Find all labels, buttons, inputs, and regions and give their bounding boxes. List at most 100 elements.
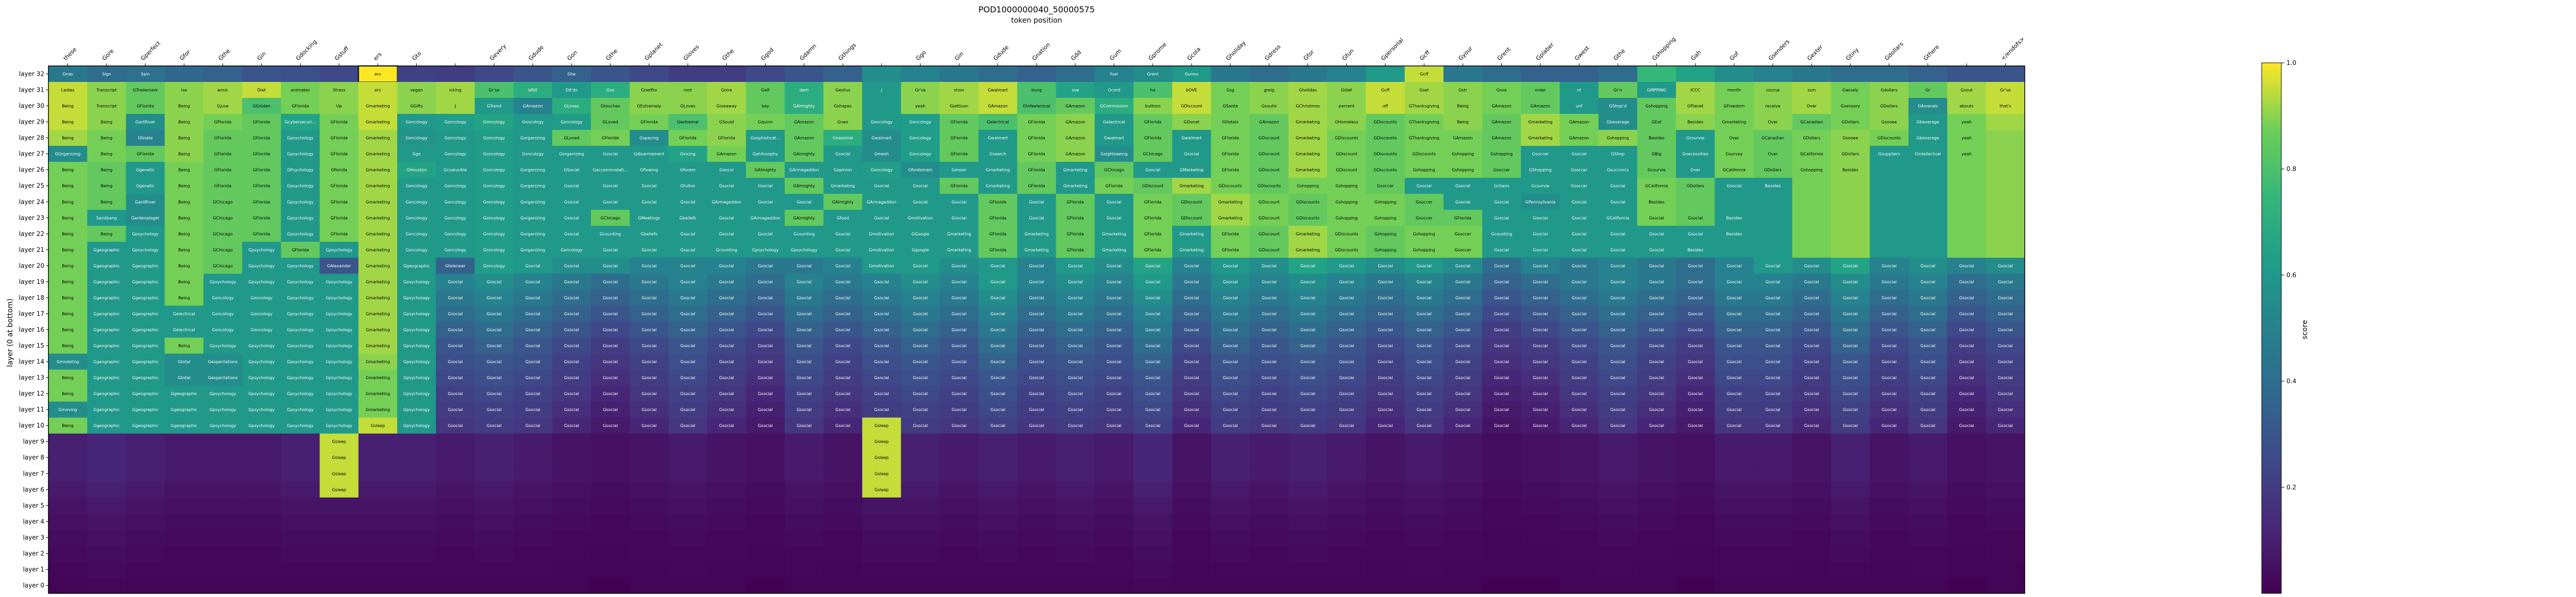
heatmap-cell bbox=[1560, 449, 1599, 466]
heatmap-cell bbox=[126, 417, 165, 434]
heatmap-cell bbox=[1521, 513, 1560, 530]
cell-label: ssm bbox=[1807, 88, 1816, 93]
cell-label: Ggeographic bbox=[93, 296, 120, 300]
cell-label: Gsocial bbox=[1959, 296, 1974, 300]
heatmap-cell bbox=[1908, 114, 1947, 130]
cell-label: Ggeographic bbox=[132, 264, 158, 268]
heatmap-cell bbox=[1831, 226, 1870, 242]
heatmap-cell bbox=[1831, 66, 1870, 82]
cell-label: Gpsychology bbox=[210, 280, 236, 284]
heatmap-cell bbox=[358, 353, 398, 370]
cell-label: Gsocial bbox=[1029, 280, 1044, 284]
heatmap-cell bbox=[1211, 561, 1250, 578]
heatmap-cell bbox=[591, 226, 630, 242]
heatmap-cell bbox=[1753, 481, 1793, 498]
cell-label: Gsocial bbox=[952, 264, 967, 268]
cell-label: Being bbox=[62, 120, 74, 125]
heatmap-cell bbox=[939, 481, 979, 498]
x-tick-label: Gevery bbox=[488, 43, 508, 62]
cell-label: Gsocial bbox=[1417, 360, 1432, 364]
cell-label: vegan bbox=[410, 88, 423, 93]
cell-label: Gmarketing bbox=[831, 184, 855, 189]
heatmap-cell bbox=[1482, 162, 1521, 178]
heatmap-cell bbox=[319, 98, 359, 114]
cell-label: Gpsychology bbox=[403, 376, 430, 380]
heatmap-cell bbox=[513, 162, 553, 178]
cell-label: Gsocial bbox=[1611, 423, 1625, 428]
heatmap-cell bbox=[203, 481, 243, 498]
cell-label: Gshopping bbox=[1413, 168, 1435, 173]
cell-label: GHotels bbox=[1222, 120, 1239, 125]
heatmap-cell bbox=[1792, 449, 1832, 466]
heatmap-cell bbox=[1637, 401, 1676, 418]
heatmap-cell bbox=[1831, 449, 1870, 466]
cell-label: GAmazon bbox=[717, 152, 737, 157]
cell-label: Gsocial bbox=[1959, 264, 1974, 268]
heatmap-cell bbox=[1133, 226, 1173, 242]
heatmap-cell bbox=[978, 210, 1018, 226]
cell-label: Gsocial bbox=[1533, 216, 1548, 220]
cell-label: Gsocial bbox=[1339, 328, 1354, 332]
heatmap-cell bbox=[1986, 545, 2025, 562]
cell-label: Diet bbox=[257, 88, 265, 93]
heatmap-cell bbox=[707, 258, 747, 274]
heatmap-cell bbox=[1637, 178, 1676, 194]
heatmap-cell bbox=[1908, 162, 1947, 178]
cell-label: Gpsychology bbox=[287, 344, 314, 348]
x-tick-label: Gto bbox=[411, 50, 422, 62]
heatmap-cell bbox=[164, 321, 204, 338]
heatmap-cell bbox=[1404, 449, 1444, 466]
heatmap-cell bbox=[862, 385, 902, 402]
cell-label: Gsocial bbox=[1533, 407, 1548, 412]
cell-label: Ggoogle bbox=[912, 248, 929, 252]
heatmap-cell bbox=[1986, 305, 2025, 322]
heatmap-cell bbox=[1947, 337, 1987, 354]
heatmap-cell bbox=[203, 98, 243, 114]
heatmap-cell bbox=[1986, 433, 2025, 450]
cell-label: Goncology bbox=[909, 152, 931, 157]
cell-label: Being bbox=[178, 344, 190, 348]
heatmap-cell bbox=[87, 449, 126, 466]
heatmap-cell bbox=[474, 194, 514, 210]
heatmap-cell bbox=[1598, 146, 1638, 162]
heatmap-cell bbox=[552, 561, 591, 578]
heatmap-cell bbox=[1792, 577, 1832, 594]
cell-label: GFreedom bbox=[1723, 104, 1744, 109]
heatmap-cell bbox=[1249, 146, 1289, 162]
cell-label: GDiscount bbox=[1181, 104, 1202, 109]
x-tick-label: Gthe bbox=[1612, 47, 1626, 62]
heatmap-cell bbox=[242, 449, 281, 466]
cell-label: Gelectrical bbox=[173, 328, 195, 332]
cell-label: Gsocial bbox=[1726, 391, 1741, 396]
cell-label: Being bbox=[62, 264, 74, 268]
cell-label: that's bbox=[1999, 104, 2011, 109]
heatmap-cell bbox=[1560, 529, 1599, 546]
heatmap-cell bbox=[242, 114, 281, 130]
heatmap-cell bbox=[281, 465, 320, 482]
heatmap-cell bbox=[1637, 577, 1676, 594]
heatmap-cell bbox=[1366, 130, 1405, 146]
heatmap-cell bbox=[474, 321, 514, 338]
heatmap-cell bbox=[939, 258, 979, 274]
cell-label: month bbox=[1727, 88, 1741, 93]
cell-label: GFlorida bbox=[253, 136, 270, 141]
cell-label: Besides bbox=[1649, 136, 1665, 141]
heatmap-cell bbox=[1947, 226, 1987, 242]
heatmap-cell bbox=[358, 226, 398, 242]
heatmap-cell bbox=[823, 242, 862, 258]
heatmap-cell bbox=[630, 162, 669, 178]
cell-label: Gsocial bbox=[1494, 360, 1509, 364]
heatmap-cell bbox=[513, 258, 553, 274]
heatmap-cell bbox=[1443, 385, 1483, 402]
heatmap-cell bbox=[630, 130, 669, 146]
cell-label: Goncology bbox=[405, 216, 428, 220]
heatmap-cell bbox=[823, 321, 862, 338]
cell-label: bung bbox=[1031, 88, 1042, 93]
heatmap-cell bbox=[358, 146, 398, 162]
cell-label: GTrend bbox=[487, 104, 501, 109]
heatmap-cell bbox=[513, 433, 553, 450]
heatmap-cell bbox=[1404, 210, 1444, 226]
heatmap-cell bbox=[1715, 98, 1754, 114]
